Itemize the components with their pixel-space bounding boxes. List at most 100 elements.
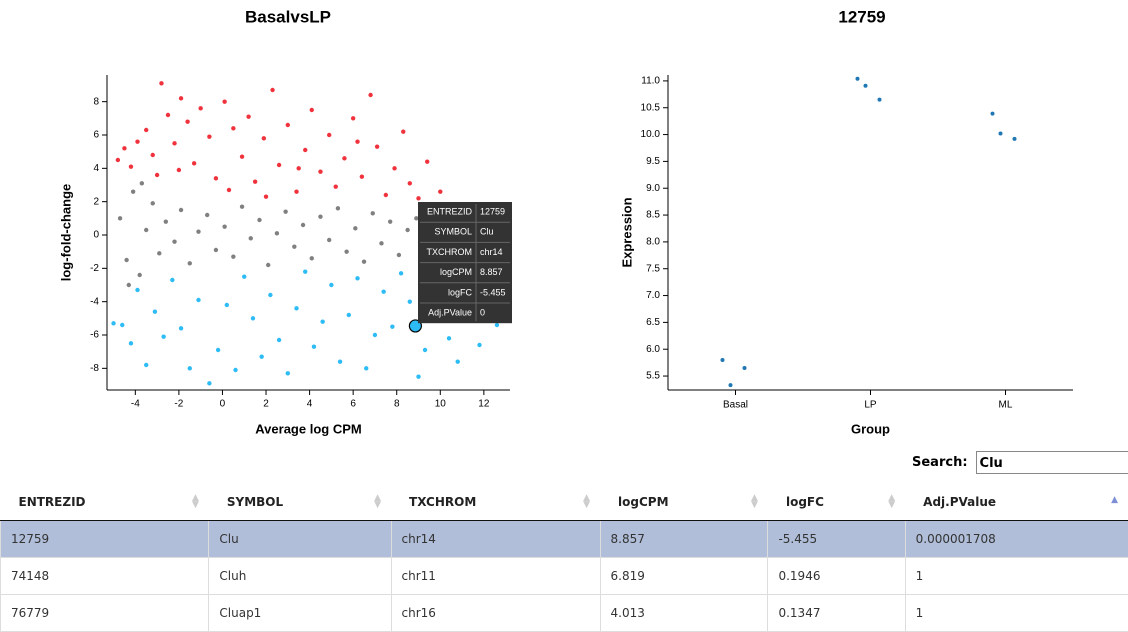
y-axis-label: Expression bbox=[619, 197, 634, 267]
point bbox=[259, 354, 263, 358]
point bbox=[456, 359, 460, 363]
x-tick-label: 6 bbox=[350, 399, 356, 410]
point bbox=[353, 226, 357, 230]
y-tick-label: 6 bbox=[93, 130, 99, 141]
sort-icon[interactable]: ▲▼ bbox=[583, 495, 590, 509]
point bbox=[127, 283, 131, 287]
point bbox=[408, 299, 412, 303]
point bbox=[375, 144, 379, 148]
point bbox=[296, 166, 300, 170]
point bbox=[155, 173, 159, 177]
point bbox=[227, 188, 231, 192]
search: Search: Clu bbox=[912, 451, 1128, 474]
point bbox=[355, 276, 359, 280]
x-tick-label: 4 bbox=[307, 399, 313, 410]
point bbox=[294, 306, 298, 310]
sort-icon[interactable]: ▲ bbox=[1111, 495, 1118, 505]
point bbox=[999, 131, 1003, 135]
tooltip-key: ENTREZID bbox=[427, 206, 473, 216]
point bbox=[408, 181, 412, 185]
table-cell: 0.000001708 bbox=[905, 521, 1128, 558]
table-cell: Cluap1 bbox=[209, 595, 391, 632]
table: ENTREZID▲▼SYMBOL▲▼TXCHROM▲▼logCPM▲▼logFC… bbox=[0, 483, 1128, 632]
column-header[interactable]: logCPM▲▼ bbox=[600, 483, 768, 521]
point bbox=[301, 223, 305, 227]
point bbox=[159, 81, 163, 85]
tooltip-value: -5.455 bbox=[480, 287, 506, 297]
y-tick-label: 8 bbox=[93, 96, 99, 107]
point bbox=[721, 358, 725, 362]
point bbox=[347, 313, 351, 317]
point bbox=[164, 219, 168, 223]
point bbox=[268, 293, 272, 297]
point bbox=[318, 214, 322, 218]
point bbox=[336, 206, 340, 210]
point bbox=[111, 321, 115, 325]
point bbox=[124, 258, 128, 262]
point bbox=[135, 288, 139, 292]
y-tick-label: 11.0 bbox=[641, 76, 660, 87]
point bbox=[292, 244, 296, 248]
y-tick-label: 7.5 bbox=[646, 263, 660, 274]
point bbox=[172, 239, 176, 243]
point bbox=[416, 196, 420, 200]
point bbox=[231, 126, 235, 130]
column-header[interactable]: Adj.PValue▲ bbox=[905, 483, 1128, 521]
y-tick-label: 2 bbox=[93, 196, 99, 207]
point bbox=[344, 249, 348, 253]
point bbox=[207, 134, 211, 138]
point bbox=[144, 128, 148, 132]
point bbox=[743, 366, 747, 370]
sort-icon[interactable]: ▲▼ bbox=[192, 495, 199, 509]
point bbox=[283, 209, 287, 213]
point bbox=[240, 154, 244, 158]
column-header[interactable]: logFC▲▼ bbox=[768, 483, 905, 521]
chart-title: BasalvsLP bbox=[245, 7, 331, 26]
y-tick-label: 5.5 bbox=[646, 371, 660, 382]
y-tick-label: -6 bbox=[90, 330, 99, 341]
sort-icon[interactable]: ▲▼ bbox=[888, 495, 895, 509]
column-header[interactable]: ENTREZID▲▼ bbox=[1, 483, 209, 521]
tooltip-value: 12759 bbox=[480, 206, 505, 216]
point bbox=[371, 211, 375, 215]
tooltip-key: logFC bbox=[448, 287, 473, 297]
point bbox=[362, 259, 366, 263]
point bbox=[856, 77, 860, 81]
point bbox=[257, 218, 261, 222]
y-tick-label: 6.0 bbox=[646, 344, 660, 355]
point bbox=[118, 216, 122, 220]
table-cell: 8.857 bbox=[600, 521, 768, 558]
tooltip-key: Adj.PValue bbox=[428, 307, 472, 317]
point bbox=[384, 193, 388, 197]
sort-icon[interactable]: ▲▼ bbox=[751, 495, 758, 509]
point bbox=[214, 248, 218, 252]
table-cell: 76779 bbox=[1, 595, 209, 632]
table-cell: chr14 bbox=[391, 521, 600, 558]
column-header[interactable]: SYMBOL▲▼ bbox=[209, 483, 391, 521]
search-input[interactable]: Clu bbox=[976, 451, 1128, 474]
tooltip-value: 0 bbox=[480, 307, 485, 317]
point bbox=[177, 168, 181, 172]
y-tick-label: -4 bbox=[90, 296, 99, 307]
tooltip-value: Clu bbox=[480, 227, 494, 237]
x-axis-label: Average log CPM bbox=[255, 421, 361, 436]
x-tick-label: 2 bbox=[263, 399, 269, 410]
point bbox=[423, 348, 427, 352]
column-header[interactable]: TXCHROM▲▼ bbox=[391, 483, 600, 521]
point bbox=[179, 326, 183, 330]
y-tick-label: 10.5 bbox=[641, 102, 661, 113]
point bbox=[264, 194, 268, 198]
point bbox=[179, 208, 183, 212]
point bbox=[495, 323, 499, 327]
point bbox=[320, 319, 324, 323]
sort-icon[interactable]: ▲▼ bbox=[374, 495, 381, 509]
tooltip-key: TXCHROM bbox=[427, 247, 473, 257]
table-cell: -5.455 bbox=[768, 521, 905, 558]
point bbox=[192, 161, 196, 165]
x-tick-label: -4 bbox=[131, 399, 140, 410]
point bbox=[207, 381, 211, 385]
